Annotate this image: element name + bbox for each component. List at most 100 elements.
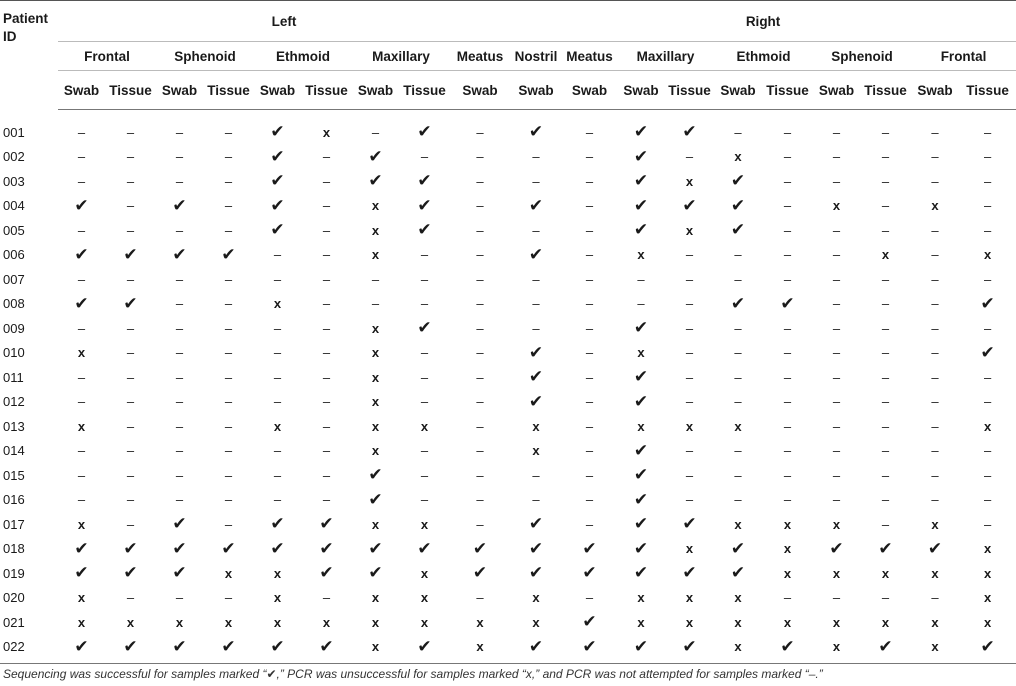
result-cell: x <box>762 561 813 586</box>
result-cell: – <box>254 365 301 390</box>
result-mark: – <box>126 443 135 459</box>
result-cell: – <box>860 439 911 464</box>
result-mark: – <box>77 492 86 508</box>
result-mark: ✔ <box>123 563 138 583</box>
result-cell: ✔ <box>156 194 203 219</box>
result-mark: – <box>585 271 594 287</box>
result-mark: x <box>637 590 645 606</box>
result-cell: x <box>352 218 399 243</box>
result-mark: – <box>175 296 184 312</box>
result-cell: ✔ <box>714 537 762 562</box>
result-cell: – <box>301 488 352 513</box>
result-mark: ✔ <box>633 318 649 338</box>
table-row: 013 x – – – x – x x – x – x x x – – – – x <box>0 414 1016 439</box>
result-mark: – <box>832 320 841 336</box>
result-mark: – <box>476 198 484 214</box>
result-cell: ✔ <box>762 634 813 664</box>
result-mark: ✔ <box>682 122 697 142</box>
result-mark: – <box>532 492 540 508</box>
result-cell: – <box>399 488 450 513</box>
result-mark: – <box>126 320 135 336</box>
result-mark: – <box>224 271 233 287</box>
result-cell: – <box>562 110 617 145</box>
result-cell: ✔ <box>813 537 860 562</box>
result-cell: x <box>510 610 562 635</box>
result-cell: – <box>301 194 352 219</box>
result-mark: – <box>832 394 841 410</box>
result-cell: – <box>58 488 105 513</box>
result-cell: – <box>105 463 156 488</box>
result-mark: – <box>637 296 645 312</box>
result-cell: – <box>911 586 959 611</box>
result-mark: ✔ <box>270 514 285 534</box>
patient-id-cell: 017 <box>3 516 25 532</box>
result-mark: x <box>685 222 694 238</box>
result-cell: – <box>352 110 399 145</box>
result-cell: ✔ <box>665 110 714 145</box>
result-cell: – <box>58 365 105 390</box>
result-mark: – <box>685 443 694 459</box>
result-mark: – <box>126 173 135 189</box>
result-mark: – <box>832 345 841 361</box>
result-mark: ✔ <box>417 220 432 240</box>
result-cell: – <box>665 341 714 366</box>
result-mark: – <box>175 345 184 361</box>
result-mark: – <box>476 443 484 459</box>
result-mark: x <box>532 443 540 459</box>
table-row: 022 ✔ ✔ ✔ ✔ ✔ ✔ x ✔ x ✔ ✔ ✔ ✔ x ✔ x ✔ x ✔ <box>0 634 1016 664</box>
result-mark: – <box>126 369 135 385</box>
result-cell: – <box>301 390 352 415</box>
table-row: 004 ✔ – ✔ – ✔ – x ✔ – ✔ – ✔ ✔ ✔ – x – x – <box>0 194 1016 219</box>
result-cell: – <box>156 463 203 488</box>
result-mark: – <box>322 345 331 361</box>
result-mark: – <box>532 222 540 238</box>
result-mark: – <box>585 198 594 214</box>
result-cell: – <box>105 439 156 464</box>
result-cell: ✔ <box>617 316 665 341</box>
result-cell: – <box>860 316 911 341</box>
result-cell: – <box>911 110 959 145</box>
result-mark: x <box>371 516 380 532</box>
result-mark: x <box>77 345 86 361</box>
result-cell: – <box>860 218 911 243</box>
result-cell: – <box>813 267 860 292</box>
result-mark: – <box>420 394 429 410</box>
result-cell: ✔ <box>156 243 203 268</box>
result-mark: – <box>175 394 184 410</box>
result-mark: ✔ <box>417 318 432 338</box>
result-mark: – <box>931 271 939 287</box>
result-cell: – <box>959 194 1016 219</box>
patient-id-header-line1: Patient <box>3 11 49 26</box>
result-cell: x <box>813 512 860 537</box>
result-mark: ✔ <box>417 195 432 215</box>
result-cell: ✔ <box>352 537 399 562</box>
result-cell: x <box>254 561 301 586</box>
result-cell: ✔ <box>562 561 617 586</box>
result-cell: – <box>450 218 510 243</box>
table-row: 002 – – – – ✔ – ✔ – – – – ✔ – x – – – – – <box>0 145 1016 170</box>
result-mark: – <box>77 271 86 287</box>
patient-id-cell: 012 <box>3 394 25 410</box>
result-cell: ✔ <box>510 194 562 219</box>
result-cell: – <box>562 267 617 292</box>
result-mark: x <box>881 614 890 630</box>
result-cell: x <box>911 634 959 664</box>
result-cell: – <box>510 316 562 341</box>
result-cell: – <box>450 390 510 415</box>
result-cell: – <box>911 341 959 366</box>
result-cell: – <box>450 194 510 219</box>
result-cell: x <box>352 194 399 219</box>
result-cell: – <box>762 243 813 268</box>
result-cell: – <box>399 145 450 170</box>
result-cell: – <box>762 145 813 170</box>
result-cell: x <box>813 194 860 219</box>
result-cell: – <box>617 292 665 317</box>
table-row: 005 – – – – ✔ – x ✔ – – – ✔ x ✔ – – – – – <box>0 218 1016 243</box>
result-cell: – <box>562 341 617 366</box>
result-mark: x <box>371 394 380 410</box>
result-mark: – <box>881 443 890 459</box>
right-ethmoid-tissue-header: Tissue <box>762 70 813 110</box>
result-cell: ✔ <box>254 218 301 243</box>
result-cell: x <box>510 439 562 464</box>
result-cell: – <box>105 414 156 439</box>
